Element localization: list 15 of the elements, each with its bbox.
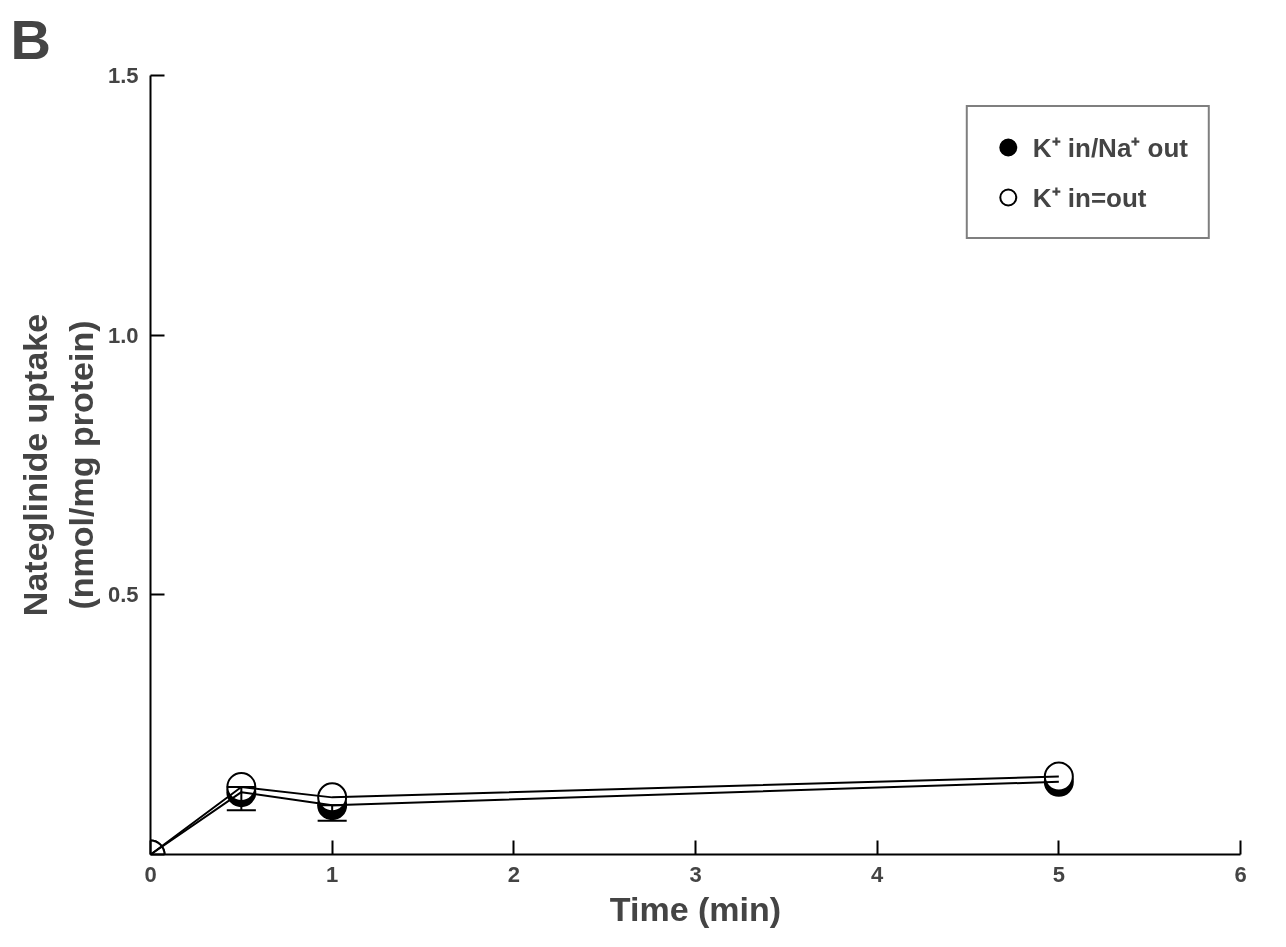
- x-tick-label: 0: [144, 861, 157, 887]
- x-axis-title: Time (min): [609, 889, 782, 928]
- legend-label: K⁺ in=out: [1032, 182, 1147, 215]
- legend-label: K⁺ in/Na⁺ out: [1032, 132, 1188, 165]
- x-tick-label: 3: [689, 861, 702, 887]
- x-tick-label: 1: [326, 861, 339, 887]
- y-tick-label: 1.5: [107, 63, 139, 88]
- x-tick-label: 6: [1234, 861, 1247, 887]
- chart-title: B: [10, 7, 51, 71]
- y-tick-label: 1.0: [107, 322, 139, 348]
- x-tick-label: 2: [507, 861, 520, 887]
- y-tick-label: 0.5: [107, 582, 139, 608]
- x-tick-label: 4: [871, 861, 885, 887]
- y-axis-title: Nateglinide uptake (nmol/mg protein): [16, 313, 100, 617]
- x-tick-label: 5: [1052, 861, 1065, 887]
